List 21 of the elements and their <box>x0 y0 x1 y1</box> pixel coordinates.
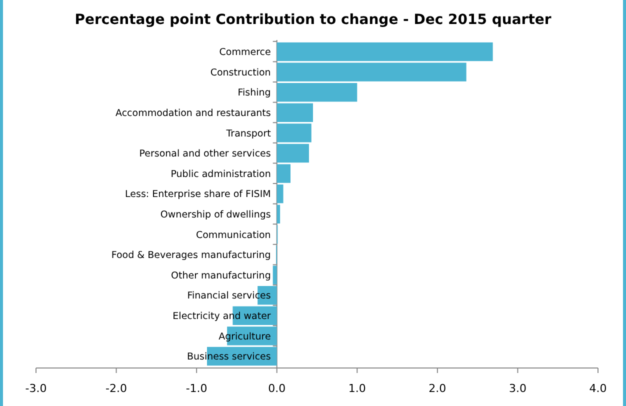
x-tick-label: 1.0 <box>348 382 366 395</box>
x-tick-label: -1.0 <box>186 382 208 395</box>
y-tick-label: Transport <box>225 128 272 140</box>
y-tick-label: Public administration <box>170 168 271 180</box>
y-tick-label: Construction <box>210 67 271 78</box>
x-tick-label: 3.0 <box>508 382 526 395</box>
x-tick-label: 4.0 <box>589 382 607 395</box>
x-tick-label: -3.0 <box>25 382 47 395</box>
chart-title: Percentage point Contribution to change - Dec 2015 quarter <box>74 12 552 28</box>
y-tick-label: Less: Enterprise share of FISIM <box>125 189 271 200</box>
y-tick-label: Fishing <box>238 88 271 99</box>
x-tick-label: -2.0 <box>106 382 128 395</box>
y-tick-label: Food & Beverages manufacturing <box>111 250 271 262</box>
x-tick-label: 2.0 <box>428 382 446 395</box>
y-tick-label: Commerce <box>219 47 271 58</box>
y-tick-label: Personal and other services <box>139 148 271 160</box>
y-tick-label: Other manufacturing <box>171 270 271 282</box>
x-tick-label: 0.0 <box>268 382 286 395</box>
y-tick-label: Ownership of dwellings <box>160 209 271 220</box>
y-tick-label: Accommodation and restaurants <box>116 108 271 119</box>
y-tick-label: Communication <box>196 230 271 241</box>
